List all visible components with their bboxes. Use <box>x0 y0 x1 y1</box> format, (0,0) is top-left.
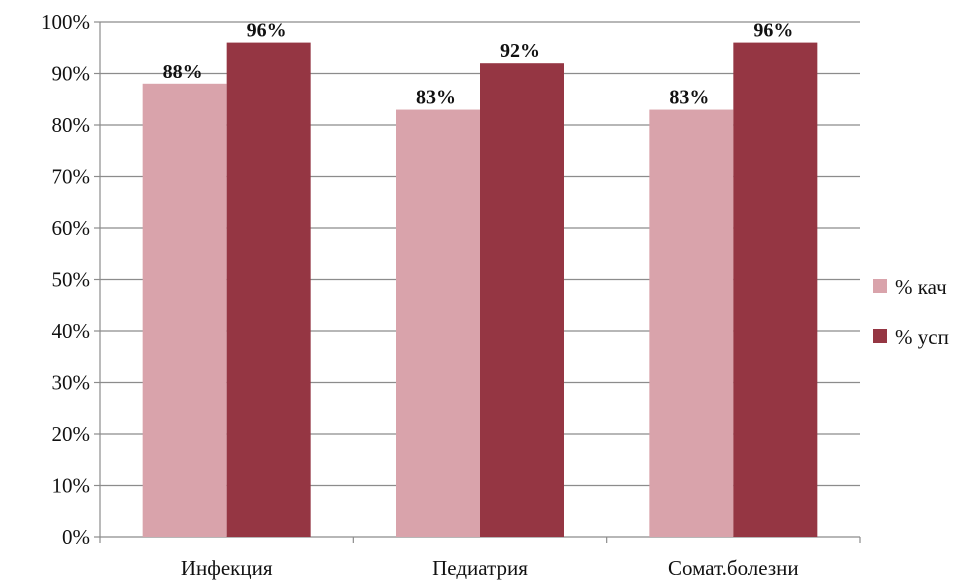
bar <box>649 109 734 538</box>
y-tick-label: 50% <box>52 268 91 292</box>
y-tick-label: 30% <box>52 371 91 395</box>
y-tick-label: 10% <box>52 474 91 498</box>
y-tick-label: 100% <box>41 10 90 34</box>
y-tick-label: 0% <box>62 525 90 549</box>
bar <box>480 63 564 537</box>
y-tick-label: 70% <box>52 165 91 189</box>
y-tick-label: 40% <box>52 319 91 343</box>
category-label: Инфекция <box>181 556 273 580</box>
data-labels: 88% 96% 83% 92% 83% 96% <box>163 20 794 109</box>
bar <box>396 109 480 538</box>
category-label: Педиатрия <box>432 556 528 580</box>
bar <box>226 42 311 537</box>
y-tick-label: 20% <box>52 422 91 446</box>
legend-swatch <box>873 329 887 343</box>
bar <box>733 42 818 537</box>
legend-label: % усп <box>895 325 949 349</box>
data-label: 96% <box>753 20 793 42</box>
data-label: 96% <box>247 20 287 42</box>
legend-label: % кач <box>895 275 947 299</box>
data-label: 88% <box>163 61 203 83</box>
category-labels: Инфекция Педиатрия Сомат.болезни <box>181 556 799 580</box>
data-label: 92% <box>500 40 540 62</box>
legend: % кач % усп <box>873 275 949 349</box>
y-tick-label: 80% <box>52 113 91 137</box>
data-label: 83% <box>669 87 709 109</box>
category-label: Сомат.болезни <box>668 556 799 580</box>
bar <box>142 83 227 538</box>
y-tick-labels: 0% 10% 20% 30% 40% 50% 60% 70% 80% 90% 100% <box>41 10 90 549</box>
y-tick-label: 60% <box>52 216 91 240</box>
data-label: 83% <box>416 87 456 109</box>
bars <box>142 42 818 538</box>
y-tick-label: 90% <box>52 62 91 86</box>
legend-swatch <box>873 279 887 293</box>
